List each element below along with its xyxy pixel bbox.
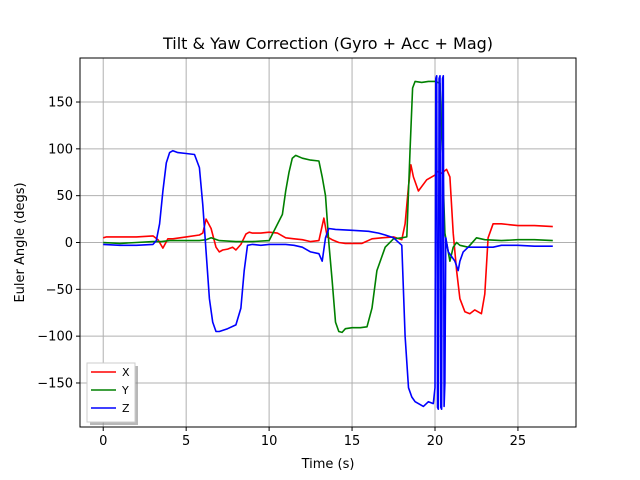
y-tick-label: −150 xyxy=(37,376,73,391)
series-line-x xyxy=(102,164,553,315)
y-tick-label: 50 xyxy=(56,189,73,204)
series-line-y xyxy=(103,80,553,334)
x-tick-label: 5 xyxy=(182,434,190,449)
chart-title: Tilt & Yaw Correction (Gyro + Acc + Mag) xyxy=(162,34,493,53)
x-tick-label: 25 xyxy=(510,434,527,449)
legend-box xyxy=(86,362,136,423)
x-tick-label: 20 xyxy=(427,434,444,449)
y-tick-label: −100 xyxy=(37,330,73,345)
y-tick-label: 0 xyxy=(65,236,73,251)
series-lines xyxy=(102,75,553,411)
legend: XYZ xyxy=(86,362,138,425)
y-axis-label: Euler Angle (degs) xyxy=(13,182,28,302)
y-tick-label: 150 xyxy=(48,96,73,111)
legend-label-z: Z xyxy=(122,402,130,415)
series-line-z xyxy=(103,75,553,411)
legend-label-x: X xyxy=(122,366,130,379)
x-axis-label: Time (s) xyxy=(301,457,355,472)
x-tick-label: 0 xyxy=(99,434,107,449)
x-tick-label: 10 xyxy=(261,434,278,449)
y-tick-label: −50 xyxy=(46,283,73,298)
legend-items: XYZ xyxy=(91,366,130,415)
axis-ticks: 0 5 10 15 20 25 −150 −100 −50 0 50 100 150 xyxy=(37,96,526,449)
legend-label-y: Y xyxy=(121,384,129,397)
x-tick-label: 15 xyxy=(344,434,361,449)
y-tick-label: 100 xyxy=(48,142,73,157)
